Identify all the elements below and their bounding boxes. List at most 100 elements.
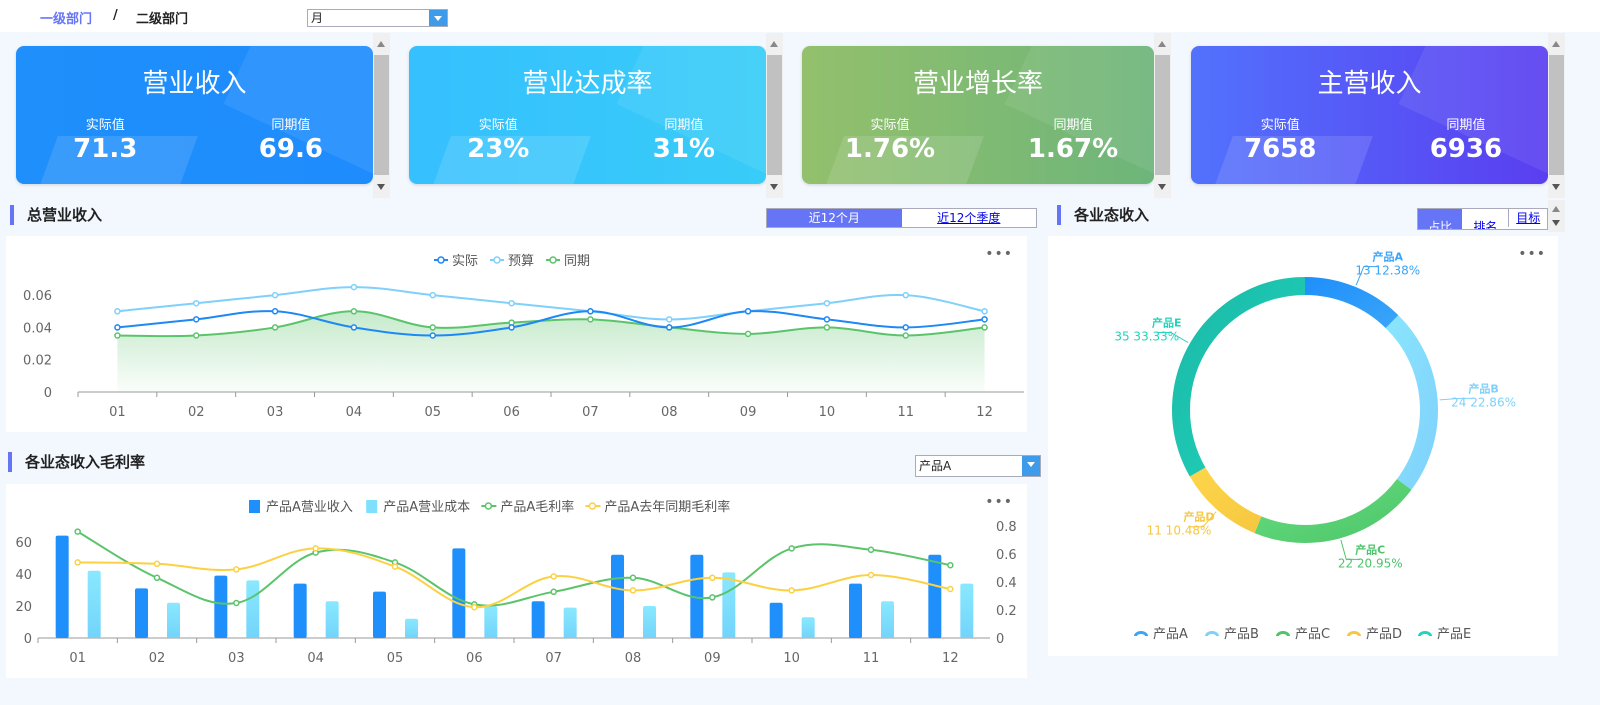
prior-value: 6936	[1429, 134, 1503, 164]
data-point	[193, 332, 200, 339]
legend-label: 产品B	[1224, 627, 1259, 642]
kpi-card[interactable]: 主营收入 实际值 7658 同期值 6936	[1191, 46, 1548, 184]
scrollbar-thumb[interactable]	[767, 55, 782, 175]
actual-value: 1.76%	[844, 134, 936, 164]
slice-name-label: 产品C	[1355, 542, 1385, 556]
data-point	[508, 324, 515, 331]
data-point	[744, 308, 752, 315]
x-tick-label: 05	[424, 405, 441, 420]
scrollbar-thumb[interactable]	[374, 55, 389, 175]
more-icon[interactable]: •••	[1518, 246, 1546, 262]
scrollbar-thumb[interactable]	[1155, 55, 1170, 175]
data-point	[629, 587, 637, 594]
data-point	[350, 283, 358, 291]
legend-marker	[549, 256, 557, 264]
prior-value: 1.67%	[1027, 134, 1119, 164]
slice-value-label: 35 33.33%	[1114, 330, 1179, 344]
x-tick-label: 07	[545, 651, 562, 666]
data-point	[629, 574, 637, 582]
bar	[881, 601, 894, 638]
area-同期	[117, 311, 985, 392]
legend-marker	[1347, 631, 1361, 636]
y-tick-label: 0.02	[23, 354, 52, 369]
kpi-card[interactable]: 营业收入 实际值 71.3 同期值 69.6	[16, 46, 373, 184]
more-icon[interactable]: •••	[985, 246, 1013, 262]
arrow-down-icon[interactable]	[770, 184, 778, 194]
kpi-card[interactable]: 营业达成率 实际值 23% 同期值 31%	[409, 46, 766, 184]
arrow-up-icon[interactable]	[1552, 202, 1560, 212]
scrollbar[interactable]	[373, 33, 390, 198]
tab-share[interactable]: 占比	[1418, 209, 1463, 229]
scrollbar[interactable]	[766, 33, 783, 198]
donut-slice	[1172, 277, 1305, 477]
legend-marker	[588, 502, 597, 510]
chevron-down-icon[interactable]	[429, 10, 447, 26]
bar	[928, 554, 942, 638]
x-tick-label: 03	[228, 651, 245, 666]
bar	[769, 602, 783, 638]
arrow-down-icon[interactable]	[1552, 184, 1560, 194]
arrow-up-icon[interactable]	[770, 37, 778, 47]
data-point	[947, 585, 954, 593]
scrollbar[interactable]	[1548, 33, 1565, 198]
tab-last-12-quarters[interactable]: 近12个季度	[937, 211, 1001, 225]
kpi-card[interactable]: 营业增长率 实际值 1.76% 同期值 1.67%	[802, 46, 1154, 184]
kpi-title: 营业增长率	[912, 69, 1043, 99]
arrow-down-icon[interactable]	[1158, 184, 1166, 194]
data-point	[271, 308, 279, 315]
y2-tick-label: 0	[996, 632, 1004, 647]
data-point	[666, 324, 673, 331]
arrow-up-icon[interactable]	[1552, 37, 1560, 47]
data-point	[233, 599, 240, 607]
legend-marker	[1418, 631, 1432, 636]
period-select[interactable]: 月	[307, 9, 448, 27]
x-tick-label: 03	[267, 405, 284, 420]
arrow-up-icon[interactable]	[377, 37, 385, 47]
tab-target[interactable]: 目标	[1508, 209, 1547, 227]
legend-label: 产品A毛利率	[500, 499, 574, 515]
chevron-down-icon[interactable]	[1022, 456, 1040, 476]
data-point	[947, 561, 954, 569]
actual-label: 实际值	[478, 118, 518, 133]
slice-name-label: 产品E	[1152, 316, 1182, 330]
data-point	[233, 566, 240, 573]
legend-label: 产品A营业收入	[266, 500, 353, 515]
bar	[452, 548, 466, 638]
tab-ranking[interactable]: 排名	[1473, 220, 1498, 230]
segments-chart-panel: ••• 产品A 13 12.38% 产品B 24 22.86% 产品C 22 20.95%…	[1048, 236, 1558, 656]
scrollbar[interactable]	[1154, 33, 1171, 198]
scrollbar-thumb[interactable]	[1549, 55, 1564, 175]
product-select[interactable]: 产品A	[915, 455, 1041, 477]
data-point	[867, 546, 875, 554]
y-tick-label: 20	[15, 600, 32, 615]
breadcrumb-level1[interactable]: 一级部门	[40, 12, 93, 27]
data-point	[867, 571, 875, 579]
data-point	[823, 299, 831, 307]
leader-line	[1355, 266, 1378, 286]
x-tick-label: 11	[897, 405, 914, 420]
data-point	[391, 563, 399, 570]
bar	[87, 570, 101, 638]
data-point	[587, 308, 594, 315]
arrow-down-icon[interactable]	[377, 184, 385, 194]
y2-tick-label: 0.6	[996, 548, 1017, 563]
leader-line	[1156, 332, 1189, 343]
data-point	[471, 603, 478, 611]
bar	[405, 618, 418, 638]
breadcrumb-level2: 二级部门	[136, 12, 189, 27]
arrow-up-icon[interactable]	[1158, 37, 1166, 47]
y2-tick-label: 0.2	[996, 604, 1017, 619]
arrow-down-icon[interactable]	[1552, 220, 1560, 230]
legend-label: 产品E	[1437, 627, 1471, 642]
legend-marker	[437, 256, 445, 264]
scrollbar[interactable]	[1548, 200, 1565, 232]
data-point	[788, 545, 795, 552]
kpi-title: 主营收入	[1317, 69, 1422, 99]
tab-last-12-months[interactable]: 近12个月	[767, 209, 902, 227]
data-point	[981, 316, 988, 323]
data-point	[153, 574, 161, 582]
y-tick-label: 0	[44, 386, 52, 401]
bar	[722, 572, 736, 638]
more-icon[interactable]: •••	[985, 494, 1013, 510]
